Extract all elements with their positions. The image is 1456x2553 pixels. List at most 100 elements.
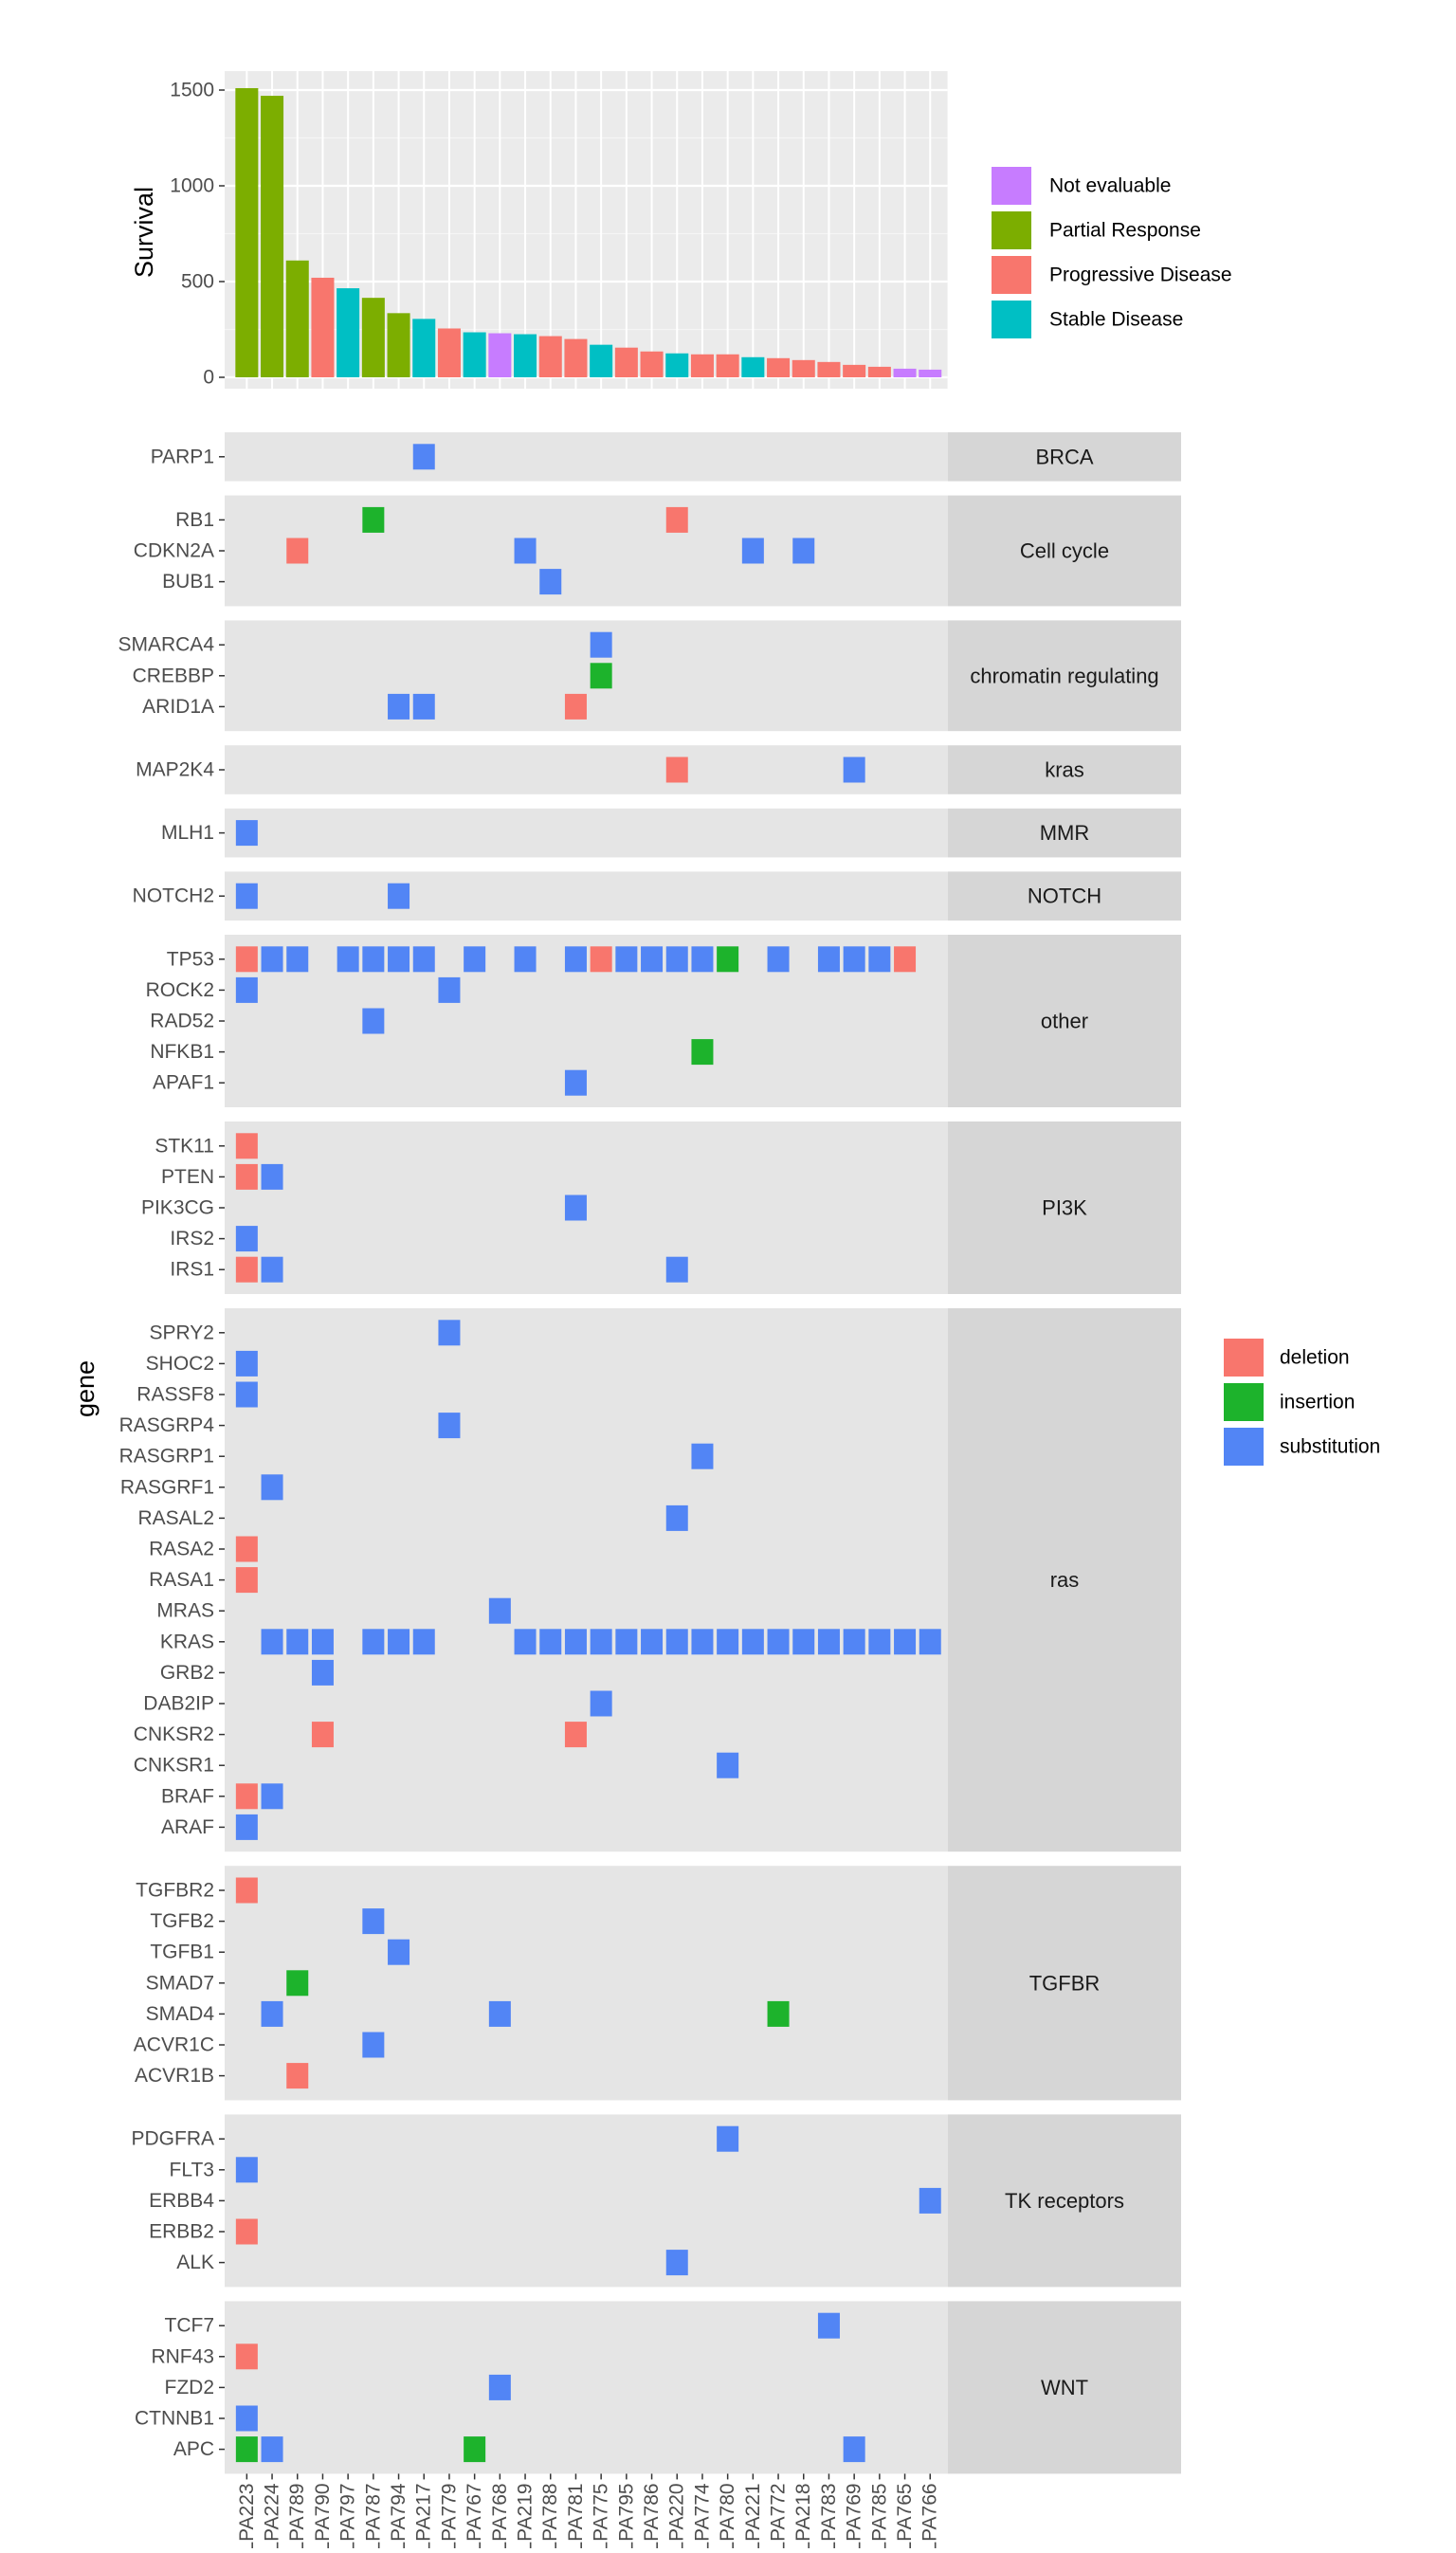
mutation-tile-KRAS-CGPLPA766 <box>919 1629 941 1655</box>
mutation-tile-PARP1-CGPLPA217 <box>412 444 435 470</box>
mutation-tile-KRAS-CGPLPA219 <box>514 1629 537 1655</box>
mutation-tile-ARID1A-CGPLPA794 <box>388 693 410 720</box>
bar-CGPLPA775 <box>590 344 613 377</box>
panel-strip-label: chromatin regulating <box>970 664 1158 687</box>
mutation-tile-TP53-CGPLPA224 <box>261 946 283 973</box>
panel-strip-label: BRCA <box>1035 445 1093 468</box>
gene-label: SMAD7 <box>146 1972 214 1994</box>
sample-label: CGPLPA794 <box>388 2483 410 2548</box>
panel-strip-label: NOTCH <box>1028 884 1101 908</box>
panel-strip-ras <box>948 1308 1181 1852</box>
mutation-tile-KRAS-CGPLPA218 <box>792 1629 815 1655</box>
mutation-tile-TP53-CGPLPA794 <box>388 946 410 973</box>
mutation-tile-BUB1-CGPLPA788 <box>539 569 562 595</box>
panel-strip-label: kras <box>1045 758 1084 782</box>
gene-label: RASGRF1 <box>120 1476 214 1498</box>
gene-label: RASA2 <box>149 1539 214 1560</box>
mutation-tile-KRAS-CGPLPA220 <box>665 1629 688 1655</box>
mutation-tile-DAB2IP-CGPLPA775 <box>590 1690 612 1717</box>
mutation-tile-ARAF-CGPLPA223 <box>235 1814 258 1840</box>
mutation-tile-MAP2K4-CGPLPA769 <box>843 757 865 783</box>
sample-label: CGPLPA779 <box>438 2483 460 2548</box>
mutation-tile-TP53-CGPLPA217 <box>412 946 435 973</box>
gene-label: RNF43 <box>151 2345 214 2367</box>
sample-label: CGPLPA786 <box>641 2483 663 2548</box>
mutation-tile-TGFB1-CGPLPA794 <box>388 1939 410 1965</box>
mutation-tile-PDGFRA-CGPLPA780 <box>717 2125 739 2152</box>
mutation-tile-KRAS-CGPLPA795 <box>615 1629 638 1655</box>
legend-label-response: Stable Disease <box>1049 309 1183 331</box>
mutation-tile-RASA1-CGPLPA223 <box>235 1567 258 1594</box>
mutation-tile-ARID1A-CGPLPA217 <box>412 693 435 720</box>
mutation-tile-ROCK2-CGPLPA223 <box>235 976 258 1003</box>
panel-strip-NOTCH <box>948 871 1181 921</box>
bar-CGPLPA783 <box>817 361 841 377</box>
panel-strip-TK-receptors <box>948 2114 1181 2288</box>
gene-label: CNKSR1 <box>134 1755 214 1777</box>
bar-CGPLPA772 <box>767 357 791 377</box>
legend-label-mutation: substitution <box>1280 1436 1380 1458</box>
sample-label: CGPLPA769 <box>844 2483 865 2548</box>
bar-CGPLPA223 <box>235 87 259 377</box>
sample-label: CGPLPA795 <box>615 2483 637 2548</box>
mutation-tile-APAF1-CGPLPA781 <box>564 1069 587 1096</box>
mutation-tile-TGFB2-CGPLPA787 <box>362 1908 385 1935</box>
sample-label: CGPLPA775 <box>591 2483 612 2548</box>
sample-label: CGPLPA766 <box>919 2483 941 2548</box>
mutation-tile-IRS1-CGPLPA223 <box>235 1256 258 1283</box>
mutation-tile-KRAS-CGPLPA775 <box>590 1629 612 1655</box>
gene-label: CTNNB1 <box>135 2408 214 2430</box>
bar-CGPLPA219 <box>514 334 537 377</box>
mutation-tile-RB1-CGPLPA787 <box>362 506 385 533</box>
mutation-tile-SMAD4-CGPLPA768 <box>488 2000 511 2027</box>
panel-strip-label: WNT <box>1041 2376 1088 2399</box>
mutation-tile-TP53-CGPLPA787 <box>362 946 385 973</box>
mutation-tile-GRB2-CGPLPA790 <box>311 1659 334 1686</box>
mutation-tile-APC-CGPLPA769 <box>843 2436 865 2463</box>
gene-label: IRS1 <box>170 1259 214 1281</box>
legend-key-mutation <box>1222 1381 1265 1423</box>
bar-CGPLPA797 <box>337 288 360 377</box>
gene-label: RB1 <box>175 509 214 531</box>
mutation-tile-KRAS-CGPLPA769 <box>843 1629 865 1655</box>
panel-strip-chromatin-regulating <box>948 620 1181 732</box>
mutation-tile-KRAS-CGPLPA774 <box>691 1629 714 1655</box>
gene-label: ERBB4 <box>149 2190 214 2212</box>
panel-bg-kras <box>225 745 948 794</box>
mutation-tile-KRAS-CGPLPA783 <box>817 1629 840 1655</box>
sample-label: CGPLPA768 <box>489 2483 511 2548</box>
panel-strip-BRCA <box>948 432 1181 482</box>
mutation-tile-TP53-CGPLPA780 <box>717 946 739 973</box>
gene-label: SPRY2 <box>150 1322 215 1343</box>
legend-key-response <box>990 210 1033 251</box>
sample-label: CGPLPA781 <box>565 2483 587 2548</box>
sample-label: CGPLPA780 <box>717 2483 738 2548</box>
bar-CGPLPA769 <box>843 364 866 377</box>
bar-CGPLPA221 <box>741 356 765 377</box>
legend-label-response: Partial Response <box>1049 220 1201 242</box>
sample-label: CGPLPA789 <box>286 2483 308 2548</box>
mutation-tile-ERBB2-CGPLPA223 <box>235 2218 258 2245</box>
mutation-tile-CNKSR2-CGPLPA790 <box>311 1722 334 1748</box>
mutation-tile-APC-CGPLPA224 <box>261 2436 283 2463</box>
gene-label: FLT3 <box>170 2159 214 2180</box>
mutation-tile-KRAS-CGPLPA224 <box>261 1629 283 1655</box>
mutation-tile-CTNNB1-CGPLPA223 <box>235 2405 258 2432</box>
gene-label: RASGRP1 <box>119 1446 214 1468</box>
sample-label: CGPLPA787 <box>362 2483 384 2548</box>
mutation-tile-FZD2-CGPLPA768 <box>488 2374 511 2400</box>
panel-bg-Cell-cycle <box>225 495 948 607</box>
bar-y-axis-label: Survival <box>130 187 158 278</box>
legend-label-mutation: deletion <box>1280 1347 1350 1369</box>
gene-label: NFKB1 <box>150 1041 214 1063</box>
mutation-tile-NFKB1-CGPLPA774 <box>691 1039 714 1066</box>
legend-key-response <box>990 254 1033 296</box>
gene-label: TGFBR2 <box>136 1880 214 1902</box>
mutation-tile-PTEN-CGPLPA224 <box>261 1163 283 1190</box>
panel-strip-TGFBR <box>948 1866 1181 2101</box>
mutation-tile-RASSF8-CGPLPA223 <box>235 1381 258 1408</box>
gene-label: DAB2IP <box>143 1693 214 1715</box>
mutation-tile-TP53-CGPLPA789 <box>286 946 309 973</box>
bar-ytick-label: 0 <box>203 367 214 389</box>
panel-strip-kras <box>948 745 1181 794</box>
